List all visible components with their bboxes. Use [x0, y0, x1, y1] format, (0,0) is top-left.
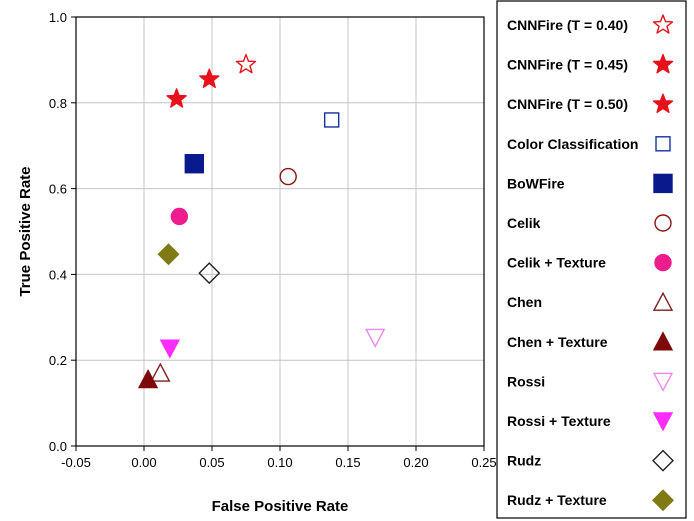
- legend-marker-bowfire: [653, 173, 673, 194]
- data-point-cnnfire-t-0-40: [235, 53, 257, 74]
- legend-label-rossi: Rossi: [507, 373, 545, 389]
- legend-marker-cnnfire-t-0-40: [652, 14, 674, 34]
- y-tick-label: 0.4: [49, 267, 67, 282]
- legend-marker-rossi-texture: [652, 412, 674, 432]
- x-tick-label: 0.15: [335, 455, 360, 470]
- data-point-chen-texture: [137, 369, 159, 389]
- x-tick-label: 0.25: [471, 455, 496, 470]
- legend-label-rudz: Rudz: [507, 453, 541, 469]
- data-point-celik: [279, 167, 297, 186]
- legend-label-celik-texture: Celik + Texture: [507, 255, 606, 271]
- legend-label-cnnfire-t-0-40: CNNFire (T = 0.40): [507, 17, 628, 33]
- legend-marker-celik: [654, 214, 672, 232]
- legend-box: [496, 0, 687, 519]
- x-tick-label: 0.20: [403, 455, 428, 470]
- legend-label-celik: Celik: [507, 215, 541, 231]
- x-tick-label: 0.00: [131, 455, 156, 470]
- y-tick-label: 0.6: [49, 182, 67, 197]
- legend-marker-cnnfire-t-0-45: [652, 53, 674, 74]
- plot-area: -0.05 0.00 0.05 0.10 0.15 0.20 0.25 0.0 0.2 0.4 0.…: [17, 10, 497, 515]
- data-point-cnnfire-t-0-50: [166, 88, 187, 108]
- legend-label-bowfire: BoWFire: [507, 175, 565, 191]
- x-axis-title: False Positive Rate: [212, 498, 349, 515]
- data-point-cnnfire-t-0-45: [199, 68, 220, 89]
- data-point-chen: [150, 362, 171, 382]
- legend-label-color-classification: Color Classification: [507, 136, 638, 152]
- y-tick-label: 0.2: [49, 353, 67, 368]
- legend-label-chen: Chen: [507, 294, 542, 310]
- y-tick-label: 1.0: [49, 10, 67, 25]
- legend-marker-cnnfire-t-0-50: [652, 93, 674, 114]
- data-point-color-classification: [323, 112, 340, 128]
- legend-label-cnnfire-t-0-50: CNNFire (T = 0.50): [507, 96, 628, 112]
- data-point-rossi-texture: [159, 339, 181, 359]
- legend-marker-rossi: [652, 372, 674, 392]
- legend-marker-celik-texture: [654, 253, 672, 272]
- legend-marker-color-classification: [655, 136, 671, 152]
- legend-marker-rudz: [652, 449, 674, 472]
- legend-label-rossi-texture: Rossi + Texture: [507, 413, 611, 429]
- legend-label-cnnfire-t-0-45: CNNFire (T = 0.45): [507, 57, 628, 73]
- data-point-rossi: [365, 328, 386, 348]
- x-tick-label: 0.10: [267, 455, 292, 470]
- legend-marker-rudz-texture: [652, 489, 674, 512]
- data-point-celik-texture: [170, 207, 189, 226]
- legend-marker-chen: [652, 291, 674, 311]
- legend: CNNFire (T = 0.40) CNNFire (T = 0.45) CNNF…: [496, 0, 687, 519]
- legend-label-rudz-texture: Rudz + Texture: [507, 492, 607, 508]
- data-point-rudz-texture: [157, 243, 180, 266]
- data-point-bowfire: [184, 154, 205, 174]
- x-tick-label: 0.05: [199, 455, 224, 470]
- data-point-rudz: [198, 262, 221, 285]
- x-tick-label: -0.05: [61, 455, 91, 470]
- y-tick-label: 0.0: [49, 439, 67, 454]
- y-tick-label: 0.8: [49, 96, 67, 111]
- legend-label-chen-texture: Chen + Texture: [507, 334, 608, 350]
- y-axis-title: True Positive Rate: [17, 166, 34, 296]
- legend-marker-chen-texture: [652, 331, 674, 351]
